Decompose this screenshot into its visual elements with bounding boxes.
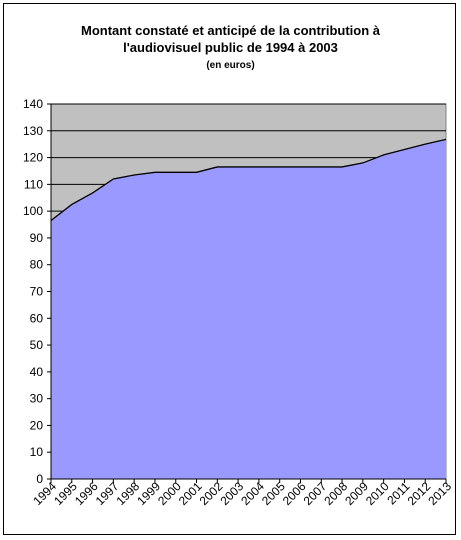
y-tick-label-30: 30 [30,392,44,406]
area-series [51,139,446,479]
y-tick-label-130: 130 [23,124,43,138]
y-tick-label-20: 20 [30,418,44,432]
y-tick-label-140: 140 [23,97,43,111]
y-tick-label-70: 70 [30,285,44,299]
y-tick-label-60: 60 [30,311,44,325]
x-tick-label-2013: 2013 [425,479,454,508]
y-tick-label-0: 0 [36,472,43,486]
y-tick-label-120: 120 [23,151,43,165]
y-tick-label-90: 90 [30,231,44,245]
y-tick-label-40: 40 [30,365,44,379]
y-tick-label-110: 110 [24,177,43,191]
chart-title-line-1: Montant constaté et anticipé de la contr… [80,23,381,38]
chart-title: Montant constaté et anticipé de la contr… [0,22,461,56]
y-tick-label-80: 80 [30,258,44,272]
area-series-line [50,138,447,222]
chart-subtitle: (en euros) [206,60,255,71]
chart-title-line-2: l'audiovisuel public de 1994 à 2003 [123,40,338,55]
y-tick-label-10: 10 [30,445,44,459]
y-tick-label-100: 100 [23,204,43,218]
y-tick-label-50: 50 [30,338,44,352]
